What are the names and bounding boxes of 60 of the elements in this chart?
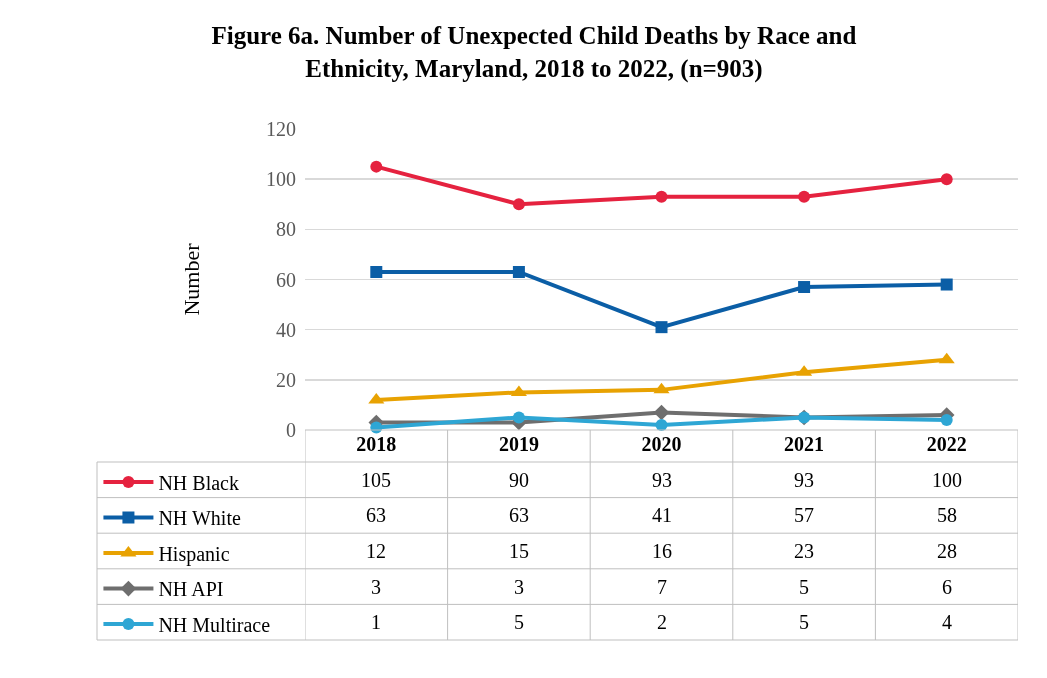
x-tick-label: 2020 (641, 433, 682, 455)
chart-title: Figure 6a. Number of Unexpected Child Deaths by Race and Ethnicity, Maryland, 2018 to 2022, (n=903) (211, 22, 857, 83)
y-tick-label: 60 (276, 268, 296, 291)
data-label: 63 (366, 504, 386, 526)
data-label: 7 (657, 576, 667, 598)
data-label: 93 (794, 469, 814, 491)
y-tick-label: 0 (286, 419, 296, 441)
data-label: 28 (937, 540, 957, 562)
legend-label: NH Black (158, 471, 239, 494)
data-label: 5 (799, 576, 809, 598)
x-tick-label: 2019 (498, 433, 539, 455)
point (940, 173, 953, 186)
data-label: 16 (652, 540, 672, 562)
legend-label: NH White (158, 507, 241, 530)
point (655, 190, 668, 203)
legend-label: NH Multirace (158, 613, 271, 636)
point (653, 404, 670, 421)
data-label: 4 (942, 611, 952, 633)
data-label: 105 (361, 469, 391, 491)
y-tick-label: 80 (276, 218, 296, 241)
point (370, 160, 383, 173)
y-tick-label: 100 (266, 168, 296, 191)
data-label: 58 (937, 504, 957, 526)
point (940, 413, 953, 426)
data-label: 41 (652, 504, 672, 526)
legend-label: NH API (158, 578, 224, 601)
data-label: 6 (942, 576, 952, 598)
point (370, 265, 383, 278)
data-label: 15 (509, 540, 529, 562)
data-label: 90 (509, 469, 529, 491)
y-axis-title: Number (178, 242, 204, 316)
data-label: 57 (794, 504, 814, 526)
x-tick-label: 2022 (926, 433, 967, 455)
data-label: 12 (366, 540, 386, 562)
y-tick-label: 120 (266, 118, 296, 140)
point (940, 278, 953, 291)
data-label: 63 (509, 504, 529, 526)
x-tick-label: 2021 (784, 433, 825, 455)
point (512, 265, 525, 278)
data-label: 1 (371, 611, 381, 633)
point (368, 392, 385, 404)
point (798, 281, 811, 294)
data-label: 3 (371, 576, 381, 598)
data-label: 3 (514, 576, 524, 598)
point (938, 352, 955, 364)
point (655, 321, 668, 334)
point (512, 411, 525, 424)
data-label: 5 (514, 611, 524, 633)
point (653, 382, 670, 394)
data-label: 23 (794, 540, 814, 562)
data-label: 5 (799, 611, 809, 633)
data-label: 2 (657, 611, 667, 633)
point (512, 198, 525, 211)
y-tick-label: 40 (276, 318, 296, 341)
data-label: 93 (652, 469, 672, 491)
point (798, 190, 811, 203)
y-tick-label: 20 (276, 368, 296, 391)
legend-label: Hispanic (158, 542, 230, 566)
data-label: 100 (932, 469, 962, 491)
x-tick-label: 2018 (356, 433, 397, 455)
